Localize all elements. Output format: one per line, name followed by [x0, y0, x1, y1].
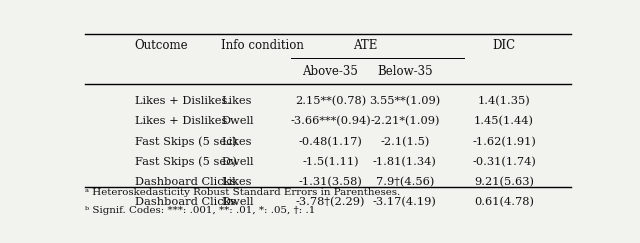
Text: -0.48(1.17): -0.48(1.17): [298, 137, 362, 147]
Text: Likes: Likes: [221, 177, 252, 187]
Text: Fast Skips (5 sec): Fast Skips (5 sec): [134, 136, 237, 147]
Text: Likes: Likes: [221, 96, 252, 106]
Text: Dwell: Dwell: [221, 116, 254, 126]
Text: ATE: ATE: [353, 39, 378, 52]
Text: -3.66***(0.94): -3.66***(0.94): [290, 116, 371, 127]
Text: Likes + Dislikes: Likes + Dislikes: [134, 116, 227, 126]
Text: Dwell: Dwell: [221, 157, 254, 167]
Text: Below-35: Below-35: [377, 65, 433, 78]
Text: -1.81(1.34): -1.81(1.34): [373, 157, 437, 167]
Text: 1.4(1.35): 1.4(1.35): [477, 96, 531, 106]
Text: -3.78†(2.29): -3.78†(2.29): [296, 197, 365, 207]
Text: ᵃ Heteroskedasticity Robust Standard Errors in Parentheses.: ᵃ Heteroskedasticity Robust Standard Err…: [85, 188, 400, 197]
Text: 3.55**(1.09): 3.55**(1.09): [369, 96, 440, 106]
Text: 9.21(5.63): 9.21(5.63): [474, 177, 534, 187]
Text: -1.5(1.11): -1.5(1.11): [302, 157, 359, 167]
Text: 0.61(4.78): 0.61(4.78): [474, 197, 534, 207]
Text: Fast Skips (5 sec): Fast Skips (5 sec): [134, 156, 237, 167]
Text: -0.31(1.74): -0.31(1.74): [472, 157, 536, 167]
Text: Dwell: Dwell: [221, 197, 254, 207]
Text: Dashboard Clicks: Dashboard Clicks: [134, 177, 236, 187]
Text: DIC: DIC: [493, 39, 516, 52]
Text: Above-35: Above-35: [303, 65, 358, 78]
Text: Likes + Dislikes: Likes + Dislikes: [134, 96, 227, 106]
Text: -1.62(1.91): -1.62(1.91): [472, 137, 536, 147]
Text: ᵇ Signif. Codes: ***: .001, **: .01, *: .05, †: .1: ᵇ Signif. Codes: ***: .001, **: .01, *: …: [85, 206, 316, 215]
Text: -2.21*(1.09): -2.21*(1.09): [370, 116, 440, 127]
Text: Likes: Likes: [221, 137, 252, 147]
Text: Outcome: Outcome: [134, 39, 188, 52]
Text: -1.31(3.58): -1.31(3.58): [298, 177, 362, 187]
Text: 7.9†(4.56): 7.9†(4.56): [376, 177, 434, 187]
Text: -3.17(4.19): -3.17(4.19): [373, 197, 437, 207]
Text: Info condition: Info condition: [221, 39, 304, 52]
Text: Dashboard Clicks: Dashboard Clicks: [134, 197, 236, 207]
Text: 1.45(1.44): 1.45(1.44): [474, 116, 534, 127]
Text: -2.1(1.5): -2.1(1.5): [380, 137, 429, 147]
Text: 2.15**(0.78): 2.15**(0.78): [295, 96, 366, 106]
